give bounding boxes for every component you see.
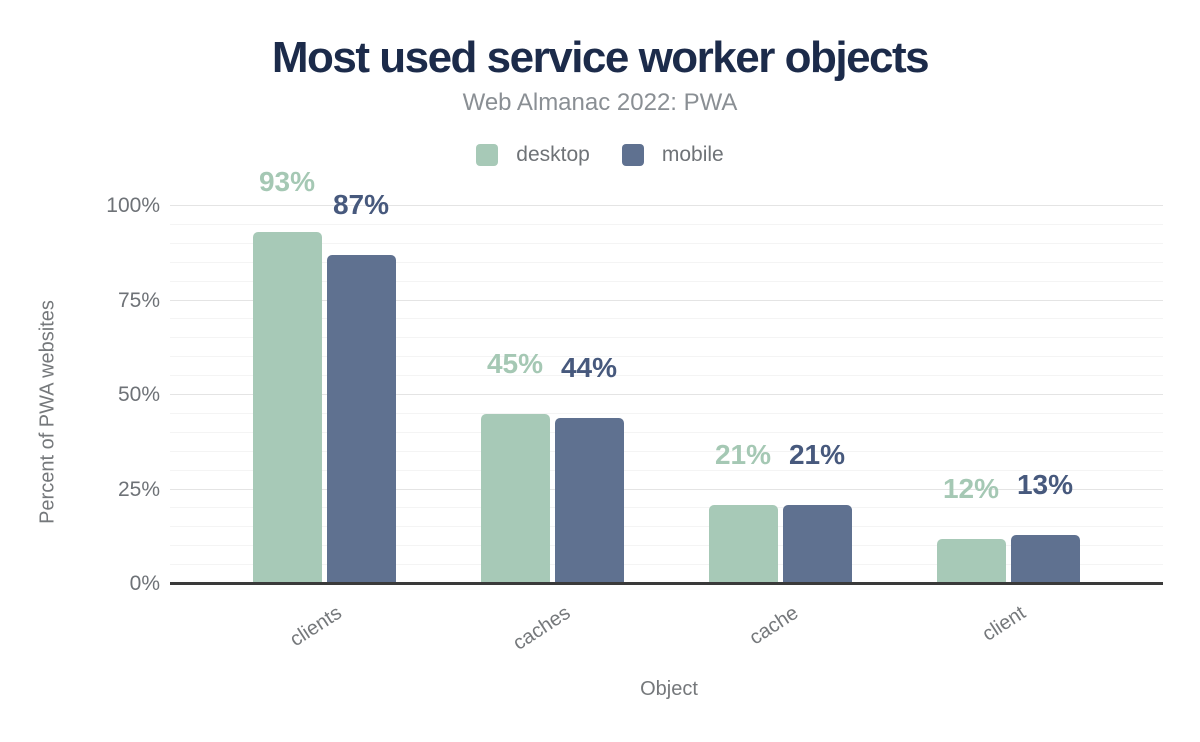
- x-category-label-clients: clients: [286, 601, 346, 652]
- gridline-50: [170, 394, 1163, 395]
- y-tick-label-75: 75%: [117, 288, 160, 312]
- bar-desktop-caches[interactable]: [480, 413, 550, 584]
- value-label-mobile-cache: 21%: [788, 438, 846, 470]
- x-axis-line: [170, 582, 1163, 585]
- mobile-series-swatch-icon: [621, 144, 644, 166]
- y-tick-label-100: 100%: [106, 194, 160, 217]
- gridline-95: [170, 223, 1163, 225]
- gridline-5: [170, 564, 1163, 566]
- gridline-75: [170, 299, 1163, 301]
- bar-desktop-clients[interactable]: [252, 232, 322, 584]
- gridline-10: [170, 545, 1163, 547]
- x-category-label-caches: caches: [508, 601, 574, 655]
- gridline-100: [170, 205, 1163, 206]
- value-label-desktop-caches: 45%: [486, 347, 544, 379]
- gridline-70: [170, 318, 1163, 320]
- legend-item-mobile: mobile: [621, 143, 724, 167]
- bar-mobile-client[interactable]: [1010, 534, 1080, 584]
- gridline-60: [170, 356, 1163, 358]
- gridline-55: [170, 375, 1163, 377]
- y-tick-label-0: 0%: [129, 572, 160, 595]
- legend: desktop mobile: [0, 143, 1200, 167]
- gridline-40: [170, 431, 1163, 433]
- bar-mobile-caches[interactable]: [554, 417, 624, 584]
- gridline-45: [170, 412, 1163, 414]
- chart-subtitle: Web Almanac 2022: PWA: [462, 89, 738, 116]
- plot-area: 93% 45% 21% 12% 87% 44% 21% 13%: [170, 166, 1163, 584]
- value-label-desktop-clients: 93%: [258, 166, 316, 198]
- gridline-65: [170, 337, 1163, 339]
- legend-item-desktop: desktop: [476, 143, 590, 167]
- gridline-80: [170, 280, 1163, 282]
- y-tick-label-25: 25%: [117, 477, 160, 501]
- legend-label-mobile: mobile: [661, 143, 724, 166]
- value-label-mobile-client: 13%: [1016, 468, 1074, 500]
- value-label-desktop-client: 12%: [942, 472, 1000, 504]
- gridline-20: [170, 507, 1163, 509]
- y-tick-label-50: 50%: [117, 383, 160, 406]
- gridline-85: [170, 261, 1163, 263]
- x-category-label-client: client: [978, 601, 1030, 646]
- gridline-90: [170, 242, 1163, 244]
- bar-mobile-clients[interactable]: [326, 255, 396, 584]
- chart-title: Most used service worker objects: [271, 33, 930, 82]
- value-label-mobile-clients: 87%: [332, 189, 390, 221]
- x-axis-title: Object: [640, 678, 698, 700]
- legend-label-desktop: desktop: [516, 143, 590, 166]
- gridline-35: [170, 450, 1163, 452]
- gridline-30: [170, 469, 1163, 471]
- gridline-25: [170, 488, 1163, 490]
- value-label-desktop-cache: 21%: [714, 438, 772, 470]
- desktop-series-swatch-icon: [476, 144, 499, 166]
- bar-mobile-cache[interactable]: [782, 504, 852, 584]
- bar-desktop-client[interactable]: [936, 538, 1006, 584]
- value-label-mobile-caches: 44%: [560, 351, 618, 383]
- x-category-label-cache: cache: [745, 601, 802, 650]
- bar-desktop-cache[interactable]: [708, 504, 778, 584]
- gridline-15: [170, 526, 1163, 528]
